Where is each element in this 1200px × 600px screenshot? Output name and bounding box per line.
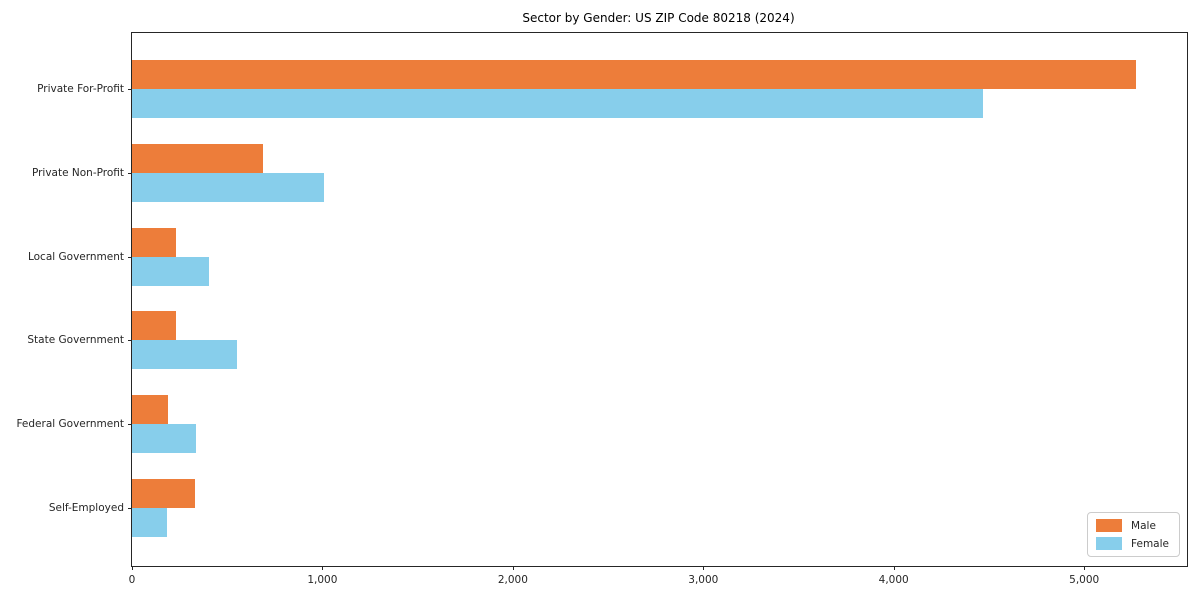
legend-label-female: Female: [1131, 537, 1169, 550]
chart-legend: Male Female: [1087, 512, 1180, 557]
y-tick-mark: [128, 424, 132, 425]
bar-male-4: [132, 395, 169, 425]
plot-area: Male Female Private For-Profit Private No…: [16, 32, 1188, 586]
x-tick-mark: [132, 566, 133, 570]
bar-male-1: [132, 143, 264, 173]
x-tick-label: 0: [128, 574, 136, 586]
x-tick-mark: [893, 566, 895, 570]
y-tick-mark: [128, 508, 132, 509]
y-tick-label: Self-Employed: [48, 502, 124, 514]
bar-male-2: [132, 227, 176, 257]
x-tick-label: 3,000: [688, 574, 719, 586]
chart-title: Sector by Gender: US ZIP Code 80218 (202…: [522, 11, 795, 25]
male-swatch-icon: [1096, 519, 1123, 532]
y-tick-label: Federal Government: [16, 418, 124, 431]
legend-row-female: Female: [1096, 537, 1169, 550]
x-tick-label: 4,000: [878, 574, 909, 586]
x-tick-label: 5,000: [1069, 574, 1100, 586]
y-tick-label: State Government: [27, 334, 124, 347]
bar-female-5: [132, 508, 168, 537]
y-tick-label: Private For-Profit: [37, 83, 124, 95]
female-swatch-icon: [1096, 537, 1123, 550]
y-tick-mark: [128, 340, 132, 341]
bar-female-4: [132, 424, 196, 454]
bar-male-5: [132, 479, 195, 508]
bar-female-1: [132, 172, 325, 202]
legend-row-male: Male: [1096, 519, 1169, 532]
x-tick-label: 1,000: [307, 574, 338, 586]
x-tick-mark: [322, 566, 324, 570]
y-tick-mark: [128, 89, 132, 90]
y-tick-label: Private Non-Profit: [31, 166, 124, 179]
y-tick-label: Local Government: [27, 250, 124, 263]
bar-female-3: [132, 340, 237, 370]
x-tick-mark: [512, 566, 514, 570]
x-tick-mark: [703, 566, 705, 570]
bar-female-0: [132, 89, 984, 118]
x-tick-label: 2,000: [497, 574, 528, 586]
y-tick-mark: [128, 173, 132, 174]
bar-male-0: [132, 60, 1136, 89]
bar-female-2: [132, 256, 210, 286]
bar-male-3: [132, 311, 176, 341]
y-tick-mark: [128, 257, 132, 258]
x-tick-mark: [1084, 566, 1086, 570]
legend-label-male: Male: [1131, 519, 1156, 532]
